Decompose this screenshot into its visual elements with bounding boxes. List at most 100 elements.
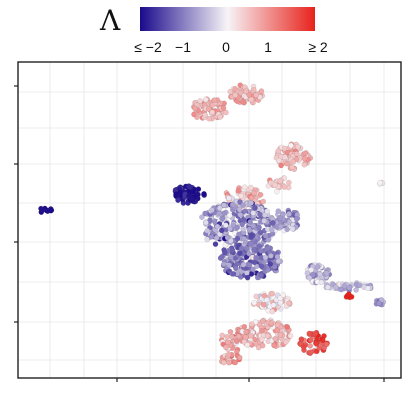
scatter-point	[188, 195, 195, 202]
scatter-point	[267, 261, 274, 267]
scatter-point	[310, 272, 316, 278]
scatter-point	[227, 237, 234, 244]
scatter-point	[232, 86, 238, 92]
scatter-point	[264, 332, 271, 339]
scatter-point	[219, 215, 225, 222]
scatter-point	[223, 344, 229, 351]
plot-panel	[14, 61, 402, 382]
scatter-point	[227, 88, 234, 95]
scatter-point	[306, 274, 313, 281]
scatter-point	[312, 330, 319, 337]
scatter-point	[256, 243, 263, 249]
scatter-point	[216, 205, 223, 211]
scatter-point	[286, 211, 292, 217]
scatter-point	[197, 98, 203, 104]
scatter-point	[214, 223, 221, 230]
scatter-point	[275, 208, 282, 214]
scatter-point	[301, 155, 308, 162]
scatter-point	[288, 142, 294, 149]
scatter-point	[242, 334, 249, 341]
scatter-point	[260, 318, 266, 324]
scatter-point	[191, 111, 197, 118]
scatter-point	[259, 342, 266, 349]
scatter-point	[277, 215, 284, 222]
scatter-point	[251, 299, 258, 306]
scatter-point	[241, 323, 248, 330]
scatter-point	[282, 154, 288, 160]
scatter-point	[195, 186, 202, 192]
scatter-point	[248, 234, 254, 240]
scatter-point	[263, 297, 270, 303]
scatter-point	[261, 292, 268, 299]
scatter-point	[287, 332, 294, 339]
scatter-point	[262, 232, 269, 239]
scatter-point	[227, 225, 233, 232]
scatter-point	[209, 207, 215, 213]
scatter-point	[317, 271, 323, 278]
scatter-point	[212, 241, 219, 247]
scatter-point	[246, 262, 253, 268]
scatter-point	[281, 184, 288, 190]
scatter-point	[244, 274, 251, 281]
scatter-point	[253, 293, 260, 300]
scatter-point	[173, 191, 179, 197]
scatter-point	[240, 226, 246, 232]
scatter-point	[277, 331, 284, 338]
scatter-point	[243, 245, 250, 252]
colorbar-tick-label: −1	[175, 39, 191, 55]
scatter-point	[207, 217, 213, 223]
scatter-point	[244, 342, 251, 348]
scatter-point	[221, 249, 228, 256]
points-layer	[38, 82, 387, 366]
scatter-point	[221, 359, 227, 366]
scatter-point	[236, 354, 243, 361]
scatter-point	[218, 227, 225, 234]
scatter-point	[277, 295, 284, 302]
scatter-point	[240, 99, 247, 105]
scatter-point	[346, 284, 353, 291]
scatter-point	[271, 342, 277, 349]
scatter-point	[248, 194, 255, 201]
scatter-point	[338, 286, 345, 293]
scatter-point	[248, 332, 254, 339]
scatter-point	[270, 219, 276, 226]
scatter-point	[248, 321, 255, 328]
scatter-point	[195, 191, 201, 198]
scatter-point	[268, 320, 275, 326]
scatter-point	[238, 245, 245, 252]
scatter-point	[276, 157, 282, 164]
colorbar-tick-label: ≥ 2	[308, 39, 328, 55]
scatter-point	[228, 333, 235, 340]
scatter-point	[301, 161, 308, 168]
scatter-point	[269, 308, 276, 315]
scatter-point	[280, 292, 287, 298]
scatter-point	[48, 207, 55, 213]
scatter-point	[234, 224, 241, 231]
scatter-point	[289, 164, 295, 171]
scatter-point	[268, 252, 274, 259]
colorbar-tick-label: ≤ −2	[134, 39, 162, 55]
scatter-point	[208, 233, 215, 240]
scatter-point	[324, 284, 331, 291]
scatter-point	[244, 270, 250, 276]
scatter-point	[261, 218, 268, 224]
scatter-point	[257, 211, 263, 218]
scatter-point	[239, 221, 245, 228]
scatter-point	[308, 349, 314, 355]
scatter-point	[224, 234, 231, 241]
scatter-point	[250, 87, 257, 93]
scatter-point	[240, 202, 246, 208]
colorbar-tick-label: 1	[264, 39, 272, 55]
scatter-point	[257, 229, 264, 236]
scatter-point	[304, 270, 311, 277]
scatter-point	[39, 207, 46, 213]
scatter-point	[284, 226, 291, 233]
scatter-point	[250, 266, 256, 273]
scatter-point	[202, 210, 208, 217]
scatter-point	[232, 92, 239, 98]
scatter-point	[243, 88, 249, 95]
scatter-point	[202, 112, 208, 118]
scatter-point	[229, 247, 236, 254]
colorbar-tick-label: 0	[222, 39, 230, 55]
scatter-point	[356, 282, 363, 289]
